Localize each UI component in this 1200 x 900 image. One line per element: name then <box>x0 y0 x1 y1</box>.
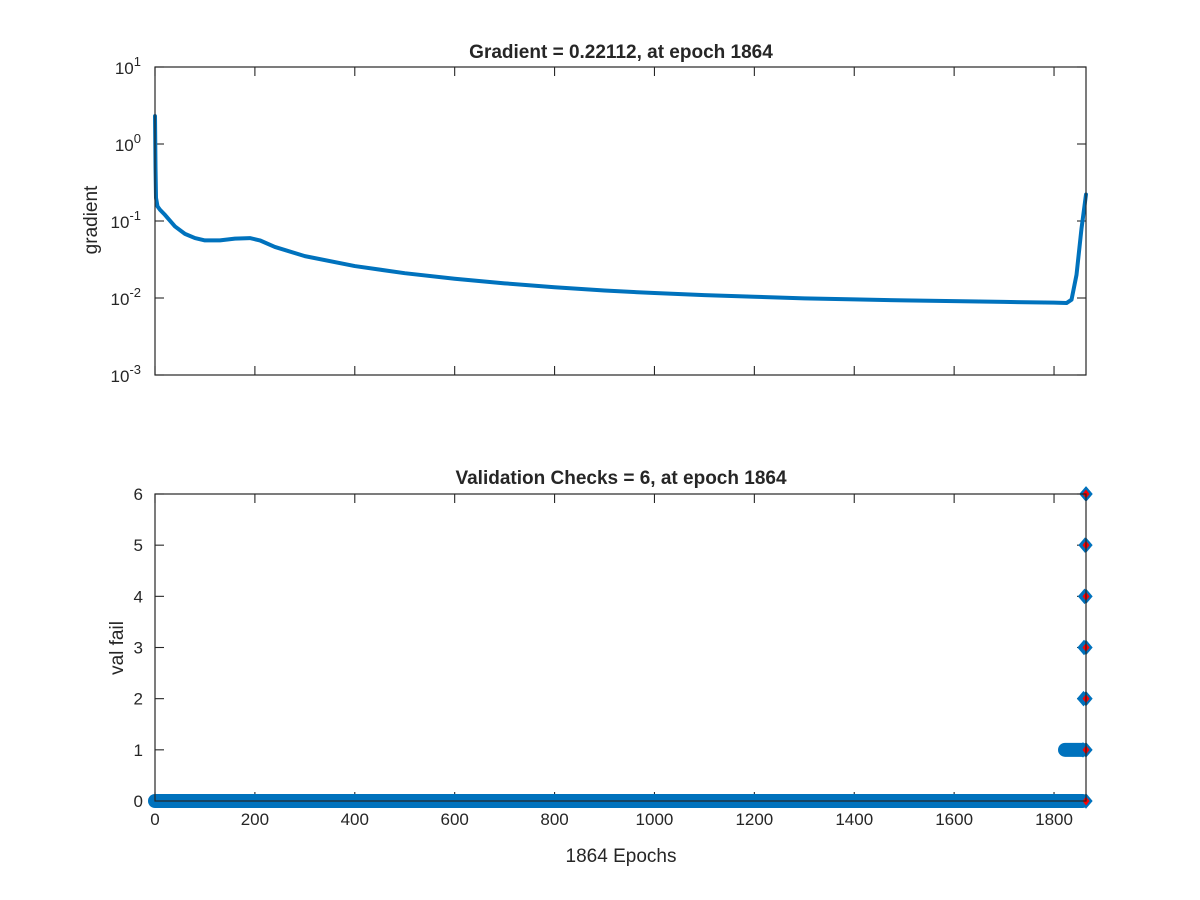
gradient-title: Gradient = 0.22112, at epoch 1864 <box>469 42 773 63</box>
gradient-ytick-labels: 101 100 10-1 10-2 10-3 <box>111 54 141 386</box>
validation-ytick-label: 5 <box>134 536 143 555</box>
validation-xtick-label: 1800 <box>1035 810 1073 829</box>
validation-ytick-label: 1 <box>134 741 143 760</box>
gradient-ytick-label: 10-2 <box>111 285 141 309</box>
validation-xtick-label: 800 <box>540 810 568 829</box>
gradient-ytick-label: 10-1 <box>111 208 141 232</box>
validation-xtick-label: 400 <box>341 810 369 829</box>
validation-xtick-label: 1200 <box>735 810 773 829</box>
validation-xtick-label: 1600 <box>935 810 973 829</box>
validation-ytick-label: 3 <box>134 639 143 658</box>
gradient-ytick-label: 10-3 <box>111 362 141 386</box>
validation-ylabel: val fail <box>107 621 128 675</box>
gradient-ytick-label: 100 <box>115 131 141 155</box>
validation-ytick-label: 4 <box>134 587 143 606</box>
validation-xlabel: 1864 Epochs <box>566 846 677 867</box>
validation-ytick-label: 2 <box>134 690 143 709</box>
validation-ytick-labels: 0 1 2 3 4 5 6 <box>134 485 143 811</box>
validation-title: Validation Checks = 6, at epoch 1864 <box>455 468 786 489</box>
validation-xtick-label: 600 <box>440 810 468 829</box>
validation-xtick-label: 0 <box>150 810 159 829</box>
validation-axes-frame <box>154 493 1087 802</box>
gradient-ytick-label: 101 <box>115 54 141 78</box>
gradient-series-line <box>153 114 1088 306</box>
gradient-ylabel: gradient <box>81 185 102 254</box>
validation-xtick-label: 1000 <box>636 810 674 829</box>
validation-ytick-label: 0 <box>134 792 143 811</box>
validation-axes: Validation Checks = 6, at epoch 1864 val… <box>107 468 1093 867</box>
validation-xtick-labels: 0 200 400 600 800 1000 1200 1400 1600 1800 <box>150 810 1073 829</box>
validation-ytick-label: 6 <box>134 485 143 504</box>
gradient-axes-frame <box>154 66 1087 376</box>
validation-xtick-label: 1400 <box>835 810 873 829</box>
validation-xtick-label: 200 <box>241 810 269 829</box>
gradient-axes: Gradient = 0.22112, at epoch 1864 gradie… <box>81 42 1088 386</box>
